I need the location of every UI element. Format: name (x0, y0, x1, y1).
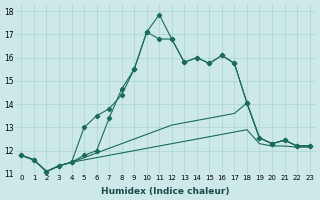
X-axis label: Humidex (Indice chaleur): Humidex (Indice chaleur) (101, 187, 230, 196)
